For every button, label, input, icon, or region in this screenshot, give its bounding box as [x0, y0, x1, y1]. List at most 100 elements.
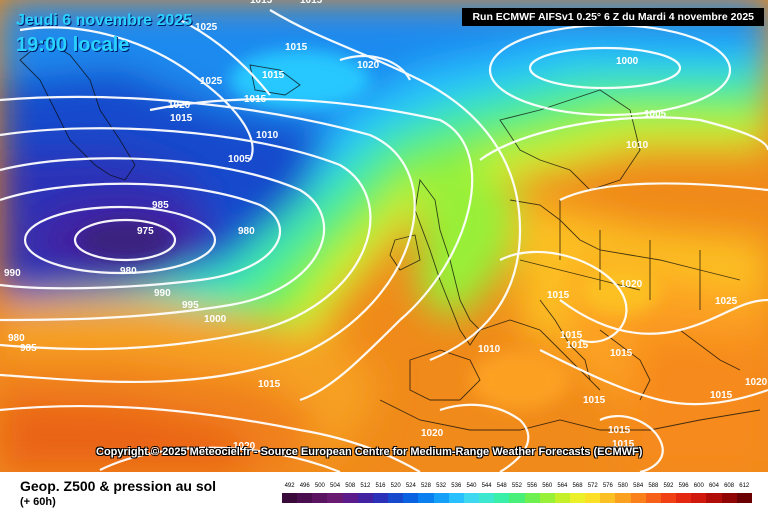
- scale-label: 560: [542, 483, 553, 489]
- isobar-label: 1020: [233, 441, 256, 452]
- isobar-label: 985: [20, 343, 37, 354]
- scale-swatch: [327, 493, 343, 503]
- scale-swatch: [509, 493, 525, 503]
- lead-time: (+ 60h): [20, 496, 56, 508]
- isobar-label: 1010: [478, 344, 501, 355]
- isobar-label: 995: [182, 300, 199, 311]
- isobar-label: 1020: [620, 279, 643, 290]
- isobar-label: 1015: [612, 439, 635, 450]
- country-borders: [19, 39, 761, 431]
- isobar-label: 985: [152, 200, 169, 211]
- color-scale-bar: [282, 493, 752, 503]
- scale-swatch: [312, 493, 328, 503]
- scale-label: 608: [724, 483, 735, 489]
- isobar-label: 990: [4, 268, 21, 279]
- scale-swatch: [554, 493, 570, 503]
- scale-swatch: [736, 493, 752, 503]
- scale-swatch: [297, 493, 313, 503]
- color-scale-labels: 492 496 500 504 508 512 516 520 524 528 532 536 540 5…: [282, 481, 752, 491]
- scale-label: 500: [314, 483, 325, 489]
- isobar-label: 1010: [626, 140, 649, 151]
- scale-swatch: [585, 493, 601, 503]
- scale-label: 604: [708, 483, 719, 489]
- isobar-label: 1015: [258, 379, 281, 390]
- scale-swatch: [448, 493, 464, 503]
- isobar-label: 1015: [262, 70, 285, 81]
- scale-swatch: [479, 493, 495, 503]
- scale-label: 528: [420, 483, 431, 489]
- isobar-label: 1020: [745, 377, 768, 388]
- color-scale: 492 496 500 504 508 512 516 520 524 528 532 536 540 5…: [282, 481, 752, 503]
- parameter-title: Geop. Z500 & pression au sol: [20, 478, 217, 494]
- isobar-label: 1015: [285, 42, 308, 53]
- isobar-label: 1025: [195, 22, 218, 33]
- scale-label: 524: [405, 483, 416, 489]
- isobar-label: 1015: [244, 94, 267, 105]
- scale-swatch: [676, 493, 692, 503]
- isobar-label: 1010: [256, 130, 279, 141]
- scale-label: 520: [390, 483, 401, 489]
- scale-label: 508: [345, 483, 356, 489]
- forecast-date: Jeudi 6 novembre 2025: [16, 12, 193, 29]
- isobar-label: 1005: [644, 109, 667, 120]
- scale-label: 584: [633, 483, 644, 489]
- scale-label: 556: [527, 483, 538, 489]
- isobar-label: 1025: [200, 76, 223, 87]
- scale-label: 544: [481, 483, 492, 489]
- scale-swatch: [615, 493, 631, 503]
- scale-label: 492: [284, 483, 295, 489]
- scale-label: 532: [436, 483, 447, 489]
- scale-swatch: [372, 493, 389, 503]
- scale-label: 536: [451, 483, 462, 489]
- scale-label: 592: [663, 483, 674, 489]
- scale-swatch: [282, 493, 298, 503]
- scale-label: 512: [360, 483, 371, 489]
- geopotential-field: [0, 0, 768, 472]
- isobar-label: 1015: [560, 330, 583, 341]
- scale-label: 572: [587, 483, 598, 489]
- isobar-label: 975: [137, 226, 154, 237]
- scale-swatch: [660, 493, 677, 503]
- isobar-label: 1015: [583, 395, 606, 406]
- scale-swatch: [433, 493, 449, 503]
- isobar-label: 1020: [168, 100, 191, 111]
- scale-label: 496: [299, 483, 310, 489]
- model-run-info: Run ECMWF AIFSv1 0.25° 6 Z du Mardi 4 no…: [462, 8, 764, 26]
- scale-swatch: [494, 493, 510, 503]
- scale-label: 504: [330, 483, 341, 489]
- copyright-notice: Copyright © 2025 Meteociel.fr - Source E…: [96, 446, 643, 458]
- scale-label: 516: [375, 483, 386, 489]
- isobar-label: 1015: [710, 390, 733, 401]
- scale-label: 564: [557, 483, 568, 489]
- isobar-label: 980: [120, 266, 137, 277]
- isobar-label: 1015: [547, 290, 570, 301]
- isobar-label: 1005: [228, 154, 251, 165]
- scale-swatch: [388, 493, 404, 503]
- isobar-label: 1015: [608, 425, 631, 436]
- isobar-label: 1015: [610, 348, 633, 359]
- scale-label: 540: [466, 483, 477, 489]
- forecast-map: 1015 1015 1025 1015 1025 1015 1020 1015 …: [0, 0, 768, 472]
- isobar-labels: 1015 1015 1025 1015 1025 1015 1020 1015 …: [4, 0, 768, 452]
- scale-swatch: [524, 493, 540, 503]
- scale-swatch: [600, 493, 616, 503]
- scale-swatch: [691, 493, 707, 503]
- scale-swatch: [357, 493, 373, 503]
- isobar-label: 990: [154, 288, 171, 299]
- scale-swatch: [706, 493, 722, 503]
- scale-label: 596: [678, 483, 689, 489]
- scale-label: 580: [618, 483, 629, 489]
- scale-label: 576: [602, 483, 613, 489]
- isobar-label: 1015: [170, 113, 193, 124]
- isobar-label: 980: [238, 226, 255, 237]
- isobar-label: 1015: [250, 0, 273, 6]
- scale-label: 548: [496, 483, 507, 489]
- scale-label: 552: [511, 483, 522, 489]
- isobar-label: 1015: [566, 340, 589, 351]
- scale-label: 612: [739, 483, 750, 489]
- isobar-label: 1000: [616, 56, 639, 67]
- isobar-label: 1025: [715, 296, 738, 307]
- scale-label: 588: [648, 483, 659, 489]
- scale-swatch: [539, 493, 555, 503]
